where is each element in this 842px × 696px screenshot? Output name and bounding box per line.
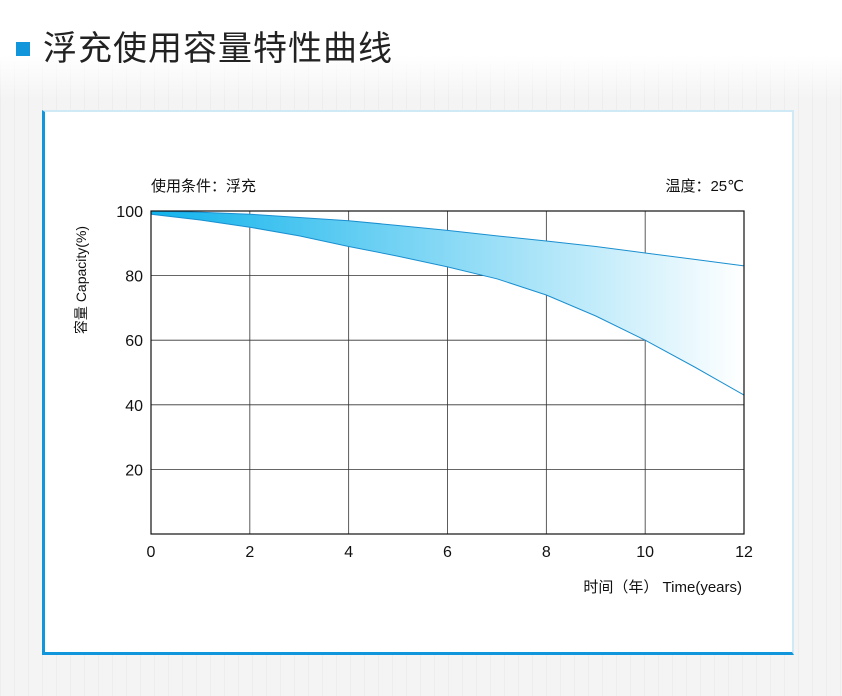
x-tick-label: 6 xyxy=(443,544,452,561)
condition-label: 使用条件：浮充 xyxy=(151,178,256,195)
x-tick-label: 12 xyxy=(735,544,753,561)
y-axis-ticks: 20 40 60 80 100 xyxy=(116,204,143,479)
lower-capacity-line xyxy=(150,213,745,396)
x-axis-label: 时间（年） Time(years) xyxy=(583,579,742,596)
chart-card xyxy=(42,110,794,655)
y-tick-label: 60 xyxy=(125,333,143,350)
capacity-band xyxy=(151,211,744,396)
temperature-label: 温度：25℃ xyxy=(665,178,744,195)
y-tick-label: 80 xyxy=(125,269,143,286)
x-axis-ticks: 0 2 4 6 8 10 12 xyxy=(147,544,753,561)
y-axis-label: 容量 Capacity(%) xyxy=(73,226,89,334)
x-tick-label: 8 xyxy=(542,544,551,561)
x-tick-label: 0 xyxy=(147,544,156,561)
y-tick-label: 20 xyxy=(125,462,143,479)
upper-capacity-line xyxy=(150,210,745,267)
plot-frame xyxy=(150,210,745,535)
title-marker xyxy=(16,42,30,56)
header-band: 浮充使用容量特性曲线 xyxy=(0,0,842,100)
page-title: 浮充使用容量特性曲线 xyxy=(43,30,393,68)
x-tick-label: 2 xyxy=(245,544,254,561)
x-tick-label: 4 xyxy=(344,544,353,561)
y-tick-label: 40 xyxy=(125,398,143,415)
y-tick-label: 100 xyxy=(116,204,143,221)
x-tick-label: 10 xyxy=(636,544,654,561)
